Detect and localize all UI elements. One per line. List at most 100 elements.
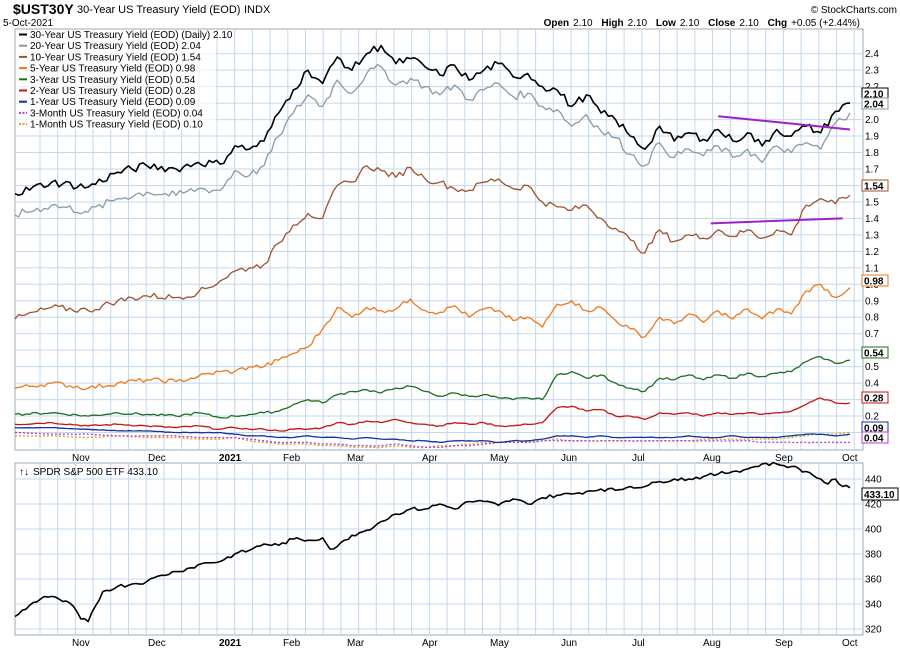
chart-date: 5-Oct-2021 xyxy=(3,18,53,29)
yield-y-tick-label: 1.7 xyxy=(865,165,879,176)
yield-legend: 30-Year US Treasury Yield (EOD) (Daily) … xyxy=(16,30,233,131)
spy-y-tick-label: 440 xyxy=(865,475,882,486)
yield-y-tick-label: 2.4 xyxy=(865,49,879,60)
spy-month-label: 2021 xyxy=(219,638,242,649)
yield-y-tick-label: 1.9 xyxy=(865,132,879,143)
spy-month-label: Aug xyxy=(703,638,721,649)
yield-month-label: Jun xyxy=(561,453,577,464)
yield-y-tick-label: 2.0 xyxy=(865,115,879,126)
legend-label-y10: 10-Year US Treasury Yield (EOD) 1.54 xyxy=(30,52,201,63)
last-value-tag-m3: 0.04 xyxy=(864,434,884,445)
spy-y-tick-label: 320 xyxy=(865,625,882,636)
legend-label-y30: 30-Year US Treasury Yield (EOD) (Daily) … xyxy=(30,30,233,41)
series-line-y30 xyxy=(14,44,851,197)
yield-month-label: Dec xyxy=(148,453,166,464)
spy-y-tick-label: 340 xyxy=(865,600,882,611)
last-value-tag-y30: 2.10 xyxy=(864,90,884,101)
last-value-tag-y1: 0.09 xyxy=(864,424,884,435)
series-line-y1 xyxy=(14,426,851,444)
legend-label-y20: 20-Year US Treasury Yield (EOD) 2.04 xyxy=(30,41,201,52)
legend-label-y2: 2-Year US Treasury Yield (EOD) 0.28 xyxy=(30,86,196,97)
spy-month-label: Jul xyxy=(632,638,645,649)
last-value-tag-box-m3 xyxy=(861,431,889,444)
yield-series xyxy=(14,44,851,449)
yield-y-tick-label: 0.9 xyxy=(865,296,879,307)
yield-month-label: Jul xyxy=(632,453,645,464)
last-value-tag-y20: 2.04 xyxy=(864,100,884,111)
spy-y-tick-label: 360 xyxy=(865,575,882,586)
last-value-tag-y10: 1.54 xyxy=(864,182,884,193)
yield-y-tick-label: 0.8 xyxy=(865,313,879,324)
spy-x-axis: Nov Dec 2021 Feb Mar Apr May Jun Jul Aug Sep Oct xyxy=(72,638,858,649)
series-line-y2 xyxy=(14,397,851,432)
series-line-spy xyxy=(14,461,851,623)
yield-month-label: Feb xyxy=(283,453,301,464)
spy-month-label: Jun xyxy=(561,638,577,649)
last-value-tag-box-y2 xyxy=(861,391,889,404)
series-line-y20 xyxy=(14,63,851,218)
legend-label-spy: SPDR S&P 500 ETF 433.10 xyxy=(33,467,158,478)
yield-month-label: Mar xyxy=(347,453,365,464)
spy-month-label: May xyxy=(490,638,509,649)
ohlc-readout: Open 2.10 High 2.10 Low 2.10 Close 2.10 Chg +… xyxy=(544,18,860,29)
spy-month-label: Mar xyxy=(347,638,365,649)
chart-symbol: $UST30Y xyxy=(13,1,74,17)
legend-label-y3: 3-Year US Treasury Yield (EOD) 0.54 xyxy=(30,75,196,86)
trendline-y30 xyxy=(718,115,851,131)
yield-y-tick-label: 1.4 xyxy=(865,214,879,225)
yield-month-label: Nov xyxy=(72,453,90,464)
yield-y-tick-label: 1.8 xyxy=(865,148,879,159)
legend-label-m1: 1-Month US Treasury Yield (EOD) 0.10 xyxy=(30,120,203,131)
last-value-tag-box-y3 xyxy=(861,346,889,359)
chart-instrument-name: 30-Year US Treasury Yield (EOD) xyxy=(77,4,240,16)
yield-month-label: May xyxy=(490,453,509,464)
spy-month-label: Oct xyxy=(842,638,858,649)
yield-y-tick-label: 1.5 xyxy=(865,197,879,208)
yield-month-label: Aug xyxy=(703,453,721,464)
spy-month-label: Nov xyxy=(72,638,90,649)
spy-last-value-tags: 433.10 xyxy=(861,487,899,501)
spy-month-label: Apr xyxy=(422,638,438,649)
chart-exchange: INDX xyxy=(244,4,271,16)
legend-label-y5: 5-Year US Treasury Yield (EOD) 0.98 xyxy=(30,64,196,75)
series-line-y3 xyxy=(14,356,851,419)
spy-y-tick-label: 400 xyxy=(865,525,882,536)
yield-month-label: Oct xyxy=(842,453,858,464)
yield-y-tick-label: 0.7 xyxy=(865,329,879,340)
spy-month-label: Dec xyxy=(148,638,166,649)
legend-icon-spy: ↑↓ xyxy=(19,467,29,478)
last-value-tag-box-y10 xyxy=(861,179,889,192)
yield-month-label: 2021 xyxy=(219,453,242,464)
last-value-tag-y3: 0.54 xyxy=(864,349,884,360)
spy-legend: ↑↓ SPDR S&P 500 ETF 433.10 xyxy=(19,467,158,478)
legend-label-y1: 1-Year US Treasury Yield (EOD) 0.09 xyxy=(30,97,196,108)
yield-y-tick-label: 1.2 xyxy=(865,247,879,258)
yield-month-label: Apr xyxy=(422,453,438,464)
trendlines xyxy=(710,115,851,225)
spy-month-label: Sep xyxy=(775,638,793,649)
series-line-y10 xyxy=(14,165,851,320)
last-value-tag-y2: 0.28 xyxy=(864,394,884,405)
legend-backdrop xyxy=(16,30,216,130)
yield-month-label: Sep xyxy=(775,453,793,464)
spy-y-axis: 320 340 360 380 400 420 440 xyxy=(865,475,882,636)
yield-x-axis: Nov Dec 2021 Feb Mar Apr May Jun Jul Aug Sep Oct xyxy=(72,453,858,464)
yield-last-value-tags: 2.102.04 1.54 0.98 0.54 0.28 0.090.04 xyxy=(861,87,889,445)
last-value-tag-box-spy xyxy=(861,487,899,501)
yield-grid xyxy=(16,30,862,449)
series-line-y5 xyxy=(14,283,851,391)
copyright-text: © StockCharts.com xyxy=(811,5,897,16)
spy-y-tick-label: 420 xyxy=(865,500,882,511)
last-value-tag-box-y5 xyxy=(861,274,889,287)
legend-label-m3: 3-Month US Treasury Yield (EOD) 0.04 xyxy=(30,108,203,119)
last-value-tag-box-y20 xyxy=(861,97,889,110)
yield-y-tick-label: 0.4 xyxy=(865,379,879,390)
last-value-tag-y5: 0.98 xyxy=(864,277,884,288)
spy-series xyxy=(14,461,851,623)
trendline-y10 xyxy=(710,217,843,225)
spy-panel xyxy=(14,462,864,636)
spy-month-label: Feb xyxy=(283,638,301,649)
yield-y-tick-label: 1.3 xyxy=(865,230,879,241)
yield-y-tick-label: 2.3 xyxy=(865,66,879,77)
